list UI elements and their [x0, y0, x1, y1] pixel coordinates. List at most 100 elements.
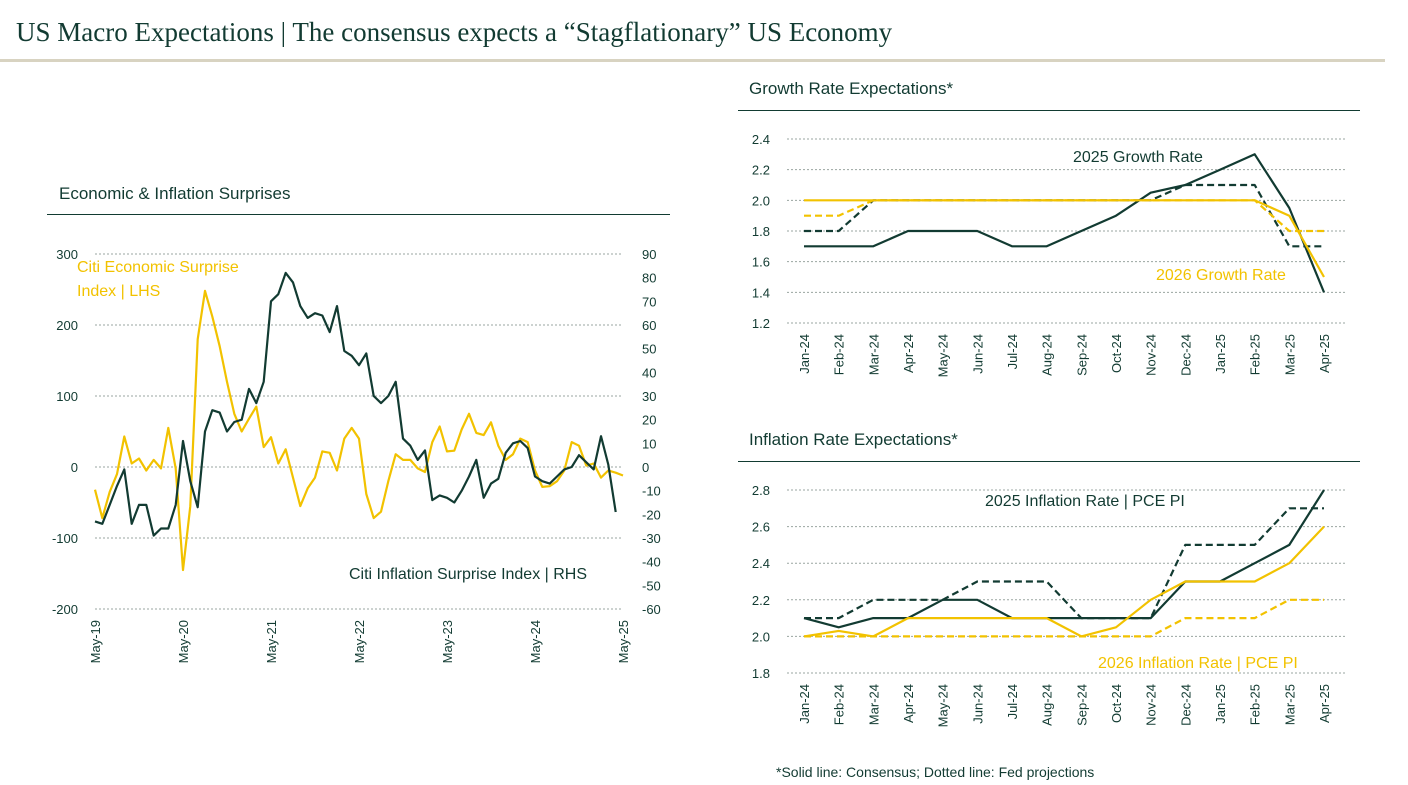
x-tick-label: May-23 — [440, 620, 455, 663]
x-tick-label: Aug-24 — [1040, 684, 1055, 726]
x-tick-label: Apr-25 — [1317, 334, 1332, 373]
x-tick-label: Jan-25 — [1213, 684, 1228, 724]
x-tick-label: Dec-24 — [1178, 684, 1193, 726]
y-right-tick-label: -60 — [642, 602, 661, 617]
y-tick-label: 2.4 — [752, 132, 770, 147]
y-tick-label: 1.8 — [752, 224, 770, 239]
growth-title-rule — [738, 110, 1360, 111]
surprises-title-rule — [47, 214, 670, 215]
y-right-tick-label: -20 — [642, 507, 661, 522]
x-tick-label: Jul-24 — [1005, 684, 1020, 719]
y-tick-label: 2.2 — [752, 163, 770, 178]
y-right-tick-label: 20 — [642, 413, 656, 428]
y-right-tick-label: 80 — [642, 271, 656, 286]
y-tick-label: 2.8 — [752, 483, 770, 498]
x-tick-label: Aug-24 — [1040, 334, 1055, 376]
y-tick-label: 1.4 — [752, 285, 770, 300]
footnote: *Solid line: Consensus; Dotted line: Fed… — [776, 764, 1095, 780]
y-right-tick-label: 0 — [642, 460, 649, 475]
y-right-tick-label: -40 — [642, 555, 661, 570]
x-tick-label: May-24 — [936, 684, 951, 727]
inflation-chart-title: Inflation Rate Expectations* — [749, 430, 958, 449]
x-tick-label: May-24 — [936, 334, 951, 377]
y-tick-label: 1.8 — [752, 666, 770, 681]
series-2025-fed-line — [804, 507, 1324, 620]
x-tick-label: May-25 — [616, 620, 631, 663]
economic-surprise-line — [93, 289, 624, 572]
series-2026-fed-line — [804, 199, 1324, 233]
x-tick-label: Mar-24 — [866, 684, 881, 725]
economic-surprise-label: Index | LHS — [77, 283, 160, 300]
y-right-tick-label: 50 — [642, 342, 656, 357]
x-tick-label: Jun-24 — [970, 684, 985, 724]
y-left-tick-label: 300 — [56, 247, 78, 262]
x-tick-label: Apr-25 — [1317, 684, 1332, 723]
y-tick-label: 2.2 — [752, 593, 770, 608]
x-tick-label: Sep-24 — [1074, 684, 1089, 726]
y-right-tick-label: -50 — [642, 578, 661, 593]
x-tick-label: Jun-24 — [970, 334, 985, 374]
y-right-tick-label: 90 — [642, 247, 656, 262]
x-tick-label: May-21 — [264, 620, 279, 663]
x-tick-label: Jan-24 — [797, 684, 812, 724]
y-tick-label: 2.6 — [752, 520, 770, 535]
x-tick-label: May-20 — [176, 620, 191, 663]
y-tick-label: 2.4 — [752, 556, 770, 571]
y-right-tick-label: 40 — [642, 365, 656, 380]
series-2025-consensus-line — [803, 489, 1325, 629]
y-tick-label: 2.0 — [752, 629, 770, 644]
x-tick-label: May-19 — [88, 620, 103, 663]
y-right-tick-label: -30 — [642, 531, 661, 546]
x-tick-label: Nov-24 — [1144, 684, 1159, 726]
x-tick-label: May-22 — [352, 620, 367, 663]
x-tick-label: Mar-24 — [866, 334, 881, 375]
page-title: US Macro Expectations | The consensus ex… — [16, 17, 893, 47]
x-tick-label: Feb-24 — [832, 334, 847, 375]
inflation-2026-label: 2026 Inflation Rate | PCE PI — [1098, 655, 1298, 672]
series-2026-fed-line — [804, 598, 1324, 638]
y-left-tick-label: 200 — [56, 318, 78, 333]
x-tick-label: Jan-24 — [797, 334, 812, 374]
inflation-surprise-line — [94, 271, 617, 537]
x-tick-label: Feb-25 — [1248, 684, 1263, 725]
x-tick-label: Sep-24 — [1074, 334, 1089, 376]
y-left-tick-label: -100 — [52, 531, 78, 546]
x-tick-label: Oct-24 — [1109, 684, 1124, 723]
economic-surprise-label: Citi Economic Surprise — [77, 259, 239, 276]
x-tick-label: Feb-25 — [1248, 334, 1263, 375]
growth-chart-title: Growth Rate Expectations* — [749, 79, 954, 98]
x-tick-label: May-24 — [528, 620, 543, 663]
y-left-tick-label: 100 — [56, 389, 78, 404]
x-tick-label: Oct-24 — [1109, 334, 1124, 373]
x-tick-label: Nov-24 — [1144, 334, 1159, 376]
x-tick-label: Jan-25 — [1213, 334, 1228, 374]
y-tick-label: 2.0 — [752, 193, 770, 208]
series-2025-consensus-line — [804, 153, 1326, 293]
x-tick-label: Mar-25 — [1282, 334, 1297, 375]
growth-2025-label: 2025 Growth Rate — [1073, 149, 1203, 166]
x-tick-label: Mar-25 — [1282, 684, 1297, 725]
series-2026-consensus-line — [803, 525, 1325, 638]
y-tick-label: 1.2 — [752, 316, 770, 331]
y-right-tick-label: 10 — [642, 436, 656, 451]
y-right-tick-label: -10 — [642, 484, 661, 499]
y-left-tick-label: 0 — [71, 460, 78, 475]
y-left-tick-label: -200 — [52, 602, 78, 617]
surprises-chart-title: Economic & Inflation Surprises — [59, 184, 291, 203]
x-tick-label: Jul-24 — [1005, 334, 1020, 369]
y-right-tick-label: 30 — [642, 389, 656, 404]
x-tick-label: Dec-24 — [1178, 334, 1193, 376]
y-right-tick-label: 60 — [642, 318, 656, 333]
x-tick-label: Feb-24 — [832, 684, 847, 725]
y-right-tick-label: 70 — [642, 294, 656, 309]
x-tick-label: Apr-24 — [901, 684, 916, 723]
inflation-2025-label: 2025 Inflation Rate | PCE PI — [985, 493, 1185, 510]
y-tick-label: 1.6 — [752, 255, 770, 270]
title-divider — [0, 59, 1385, 62]
growth-2026-label: 2026 Growth Rate — [1156, 267, 1286, 284]
inflation-title-rule — [738, 461, 1360, 462]
x-tick-label: Apr-24 — [901, 334, 916, 373]
